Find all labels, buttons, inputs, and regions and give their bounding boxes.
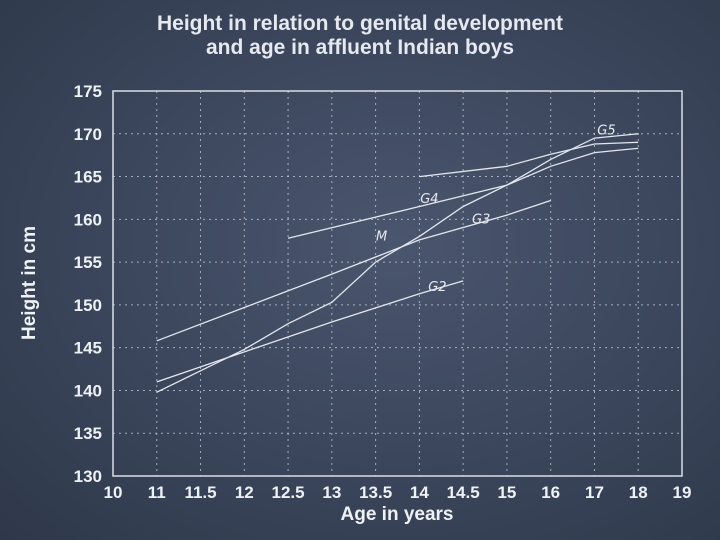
y-tick-label: 170 [74,125,102,144]
series-layer [156,133,639,393]
series-label-g5: G5 [597,124,615,139]
x-tick-label: 17 [585,483,604,502]
y-tick-label: 155 [74,253,102,272]
y-tick-label: 130 [74,467,102,486]
series-label-g3: G3 [472,213,490,228]
x-tick-label: 11 [148,483,166,502]
x-tick-label: 14 [410,483,429,502]
x-tick-label: 14.5 [447,483,480,502]
y-tick-label: 175 [74,82,102,101]
x-tick-label: 16 [541,483,560,502]
y-tick-label: 140 [74,381,102,400]
y-tick-label: 135 [74,424,102,443]
y-tick-label: 160 [74,210,102,229]
y-axis-label: Height in cm [19,226,40,340]
series-line-g3 [156,199,551,342]
chart-title: Height in relation to genital developmen… [0,12,720,60]
chart-title-line-1: Height in relation to genital developmen… [156,12,564,35]
x-axis-label: Age in years [341,504,454,525]
series-labels: M G2 G3 G4 G5 [376,124,616,296]
series-line-m [156,133,639,393]
series-label-g4: G4 [420,192,438,207]
series-label-m: M [376,230,387,245]
y-tick-label: 165 [74,168,102,187]
series-line-g2 [156,280,464,383]
x-tick-label: 12.5 [272,483,305,502]
chart-title-line-2: and age in affluent Indian boys [205,36,515,59]
series-line-g4 [287,147,639,239]
x-tick-label: 15 [497,483,516,502]
x-tick-label: 13 [322,483,341,502]
x-tick-label: 11.5 [184,483,216,502]
y-tick-label: 145 [74,339,102,358]
grid [113,91,682,476]
series-label-g2: G2 [428,280,446,295]
x-tick-label: 10 [104,483,123,502]
plot-frame [112,90,683,477]
x-tick-label: 19 [673,483,692,502]
x-tick-label: 12 [235,483,254,502]
tick-labels: 10 11 11.5 12 12.5 13 13.5 14 14.5 15 16 17 18 19 130 1… [74,82,692,502]
x-tick-label: 13.5 [359,483,392,502]
y-tick-label: 150 [74,296,102,315]
series-line-g5 [419,141,639,178]
x-tick-label: 18 [629,483,648,502]
